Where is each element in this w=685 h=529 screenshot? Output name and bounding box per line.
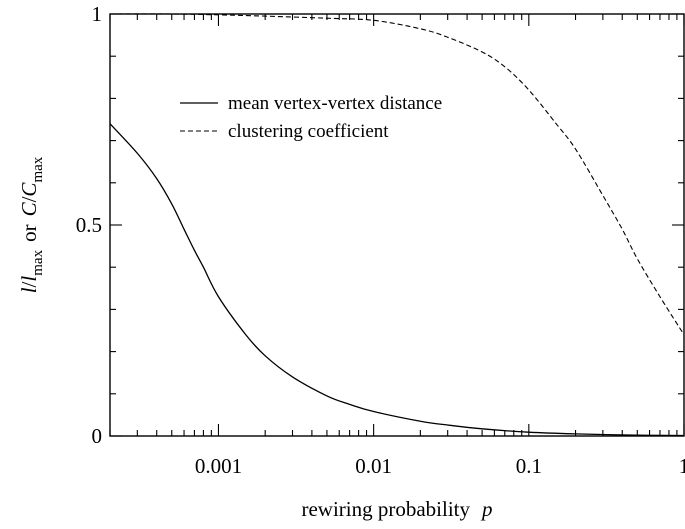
y-label-slash2: / [17, 196, 41, 202]
x-tick-label: 0.001 [195, 454, 242, 478]
y-label-cmax-sub: max [30, 156, 46, 182]
x-tick-label: 1 [679, 454, 685, 478]
tick-labels: 0.001 0.01 0.1 1 0 0.5 1 [76, 2, 685, 478]
y-label-c: C [17, 201, 41, 216]
series-lines [109, 13, 685, 437]
y-axis-label: l/lmaxorC/Cmax [17, 156, 46, 293]
ticks [109, 13, 685, 437]
legend-label-distance: mean vertex-vertex distance [228, 93, 442, 114]
y-label-or: or [17, 224, 41, 242]
y-tick-label: 0 [92, 424, 103, 448]
legend: mean vertex-vertex distance clustering c… [180, 93, 442, 142]
y-tick-label: 1 [92, 2, 103, 26]
y-label-lmax-sub: max [30, 249, 46, 275]
x-tick-label: 0.1 [516, 454, 542, 478]
plot-frame [109, 13, 685, 437]
y-label-cmax: C [17, 182, 41, 197]
x-tick-label: 0.01 [355, 454, 392, 478]
x-axis-label: rewiring probability p [301, 497, 492, 521]
y-label-slash1: / [17, 281, 41, 287]
x-axis-label-text: rewiring probability [301, 497, 470, 521]
series-line-clustering [109, 13, 685, 336]
x-axis-label-symbol: p [480, 497, 493, 521]
y-tick-label: 0.5 [76, 213, 102, 237]
legend-label-clustering: clustering coefficient [228, 121, 389, 142]
y-label-l: l [17, 287, 41, 293]
y-label-lmax: l [17, 276, 41, 282]
series-line-distance [109, 123, 685, 437]
